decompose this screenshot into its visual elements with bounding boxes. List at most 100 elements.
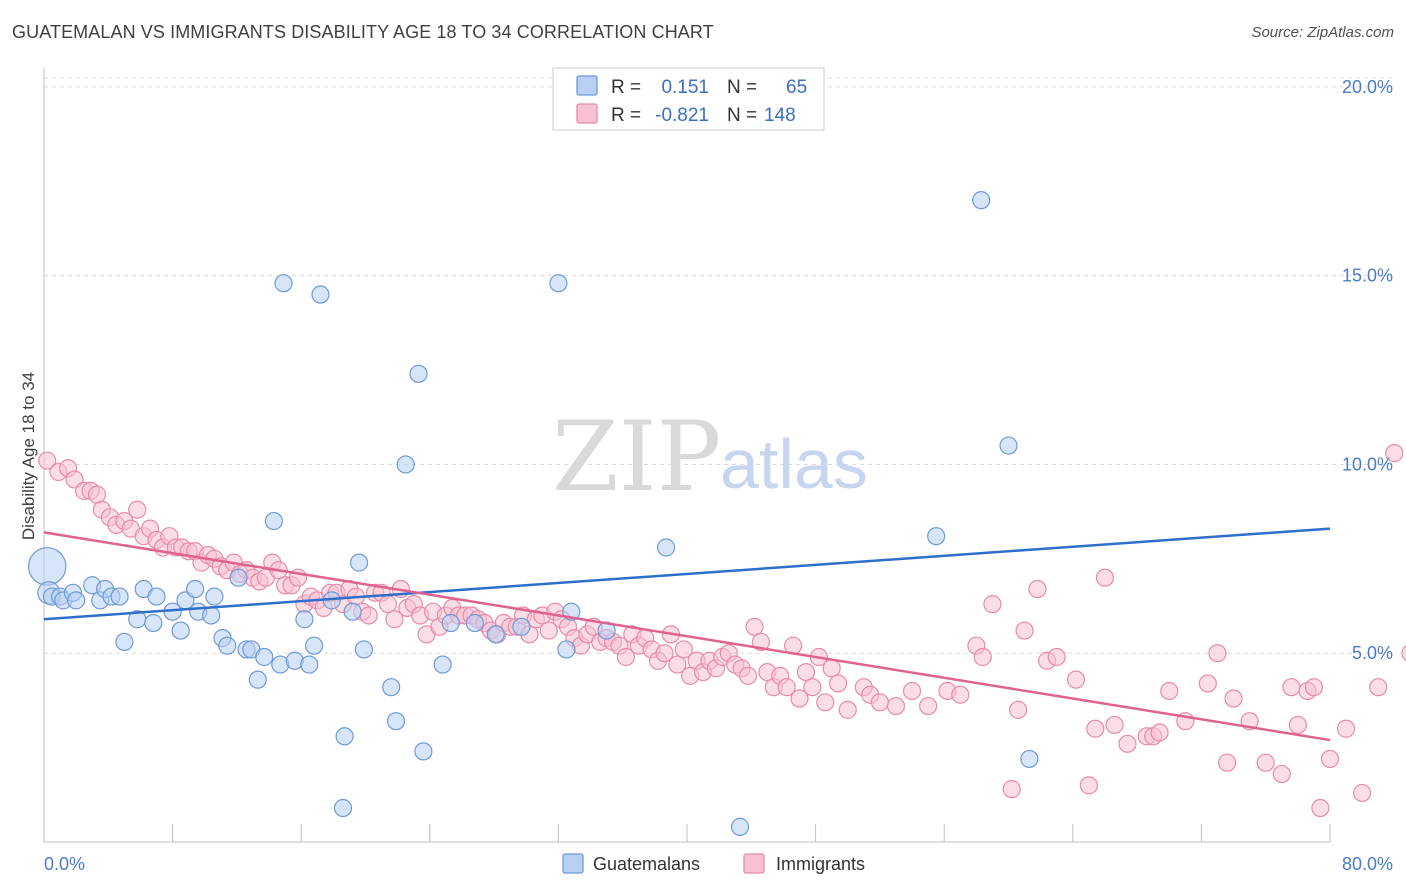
guatemalans-point xyxy=(972,191,991,210)
chart-title: GUATEMALAN VS IMMIGRANTS DISABILITY AGE … xyxy=(12,22,714,42)
immigrants-point xyxy=(790,689,809,708)
watermark-zip: ZIP xyxy=(552,401,721,513)
guatemalans-point xyxy=(67,591,86,610)
immigrants-point xyxy=(829,674,848,693)
immigrants-point xyxy=(1336,719,1356,738)
guatemalans-point xyxy=(186,579,205,599)
guatemalans-point xyxy=(205,587,224,606)
tick-labels: 5.0% 10.0% 15.0% 20.0% 0.0% 80.0% xyxy=(44,77,1393,874)
source-label: Source: ZipAtlas.com xyxy=(1251,24,1394,41)
legend-swatch-guatemalans xyxy=(576,75,598,96)
immigrants-point xyxy=(1401,645,1406,662)
immigrants-point xyxy=(777,678,796,697)
immigrants-point xyxy=(1208,644,1227,663)
legend-r-label: R = xyxy=(611,105,641,126)
bottom-legend-label-guatemalans: Guatemalans xyxy=(593,854,700,874)
legend-box xyxy=(552,67,825,131)
y-tick-label: 10.0% xyxy=(1342,454,1393,474)
y-tick-label: 5.0% xyxy=(1352,643,1393,663)
immigrants-point xyxy=(616,647,636,667)
legend-n-value: 65 xyxy=(786,77,807,98)
bottom-legend-label-immigrants: Immigrants xyxy=(776,854,865,874)
immigrants-point xyxy=(1369,678,1388,697)
legend-n-label: N = xyxy=(727,105,757,126)
immigrants-point xyxy=(1282,678,1301,697)
bottom-legend: Guatemalans Immigrants xyxy=(562,853,865,874)
legend-r-label: R = xyxy=(611,77,641,98)
bottom-legend-swatch-guatemalans xyxy=(562,853,584,874)
guatemalans-point xyxy=(657,538,676,557)
immigrants-point xyxy=(1256,753,1275,772)
guatemalans-point xyxy=(218,636,237,655)
immigrants-point xyxy=(674,640,693,659)
immigrants-point xyxy=(1272,764,1291,784)
guatemalans-point xyxy=(465,613,484,633)
immigrants-point xyxy=(1218,753,1237,772)
guatemalans-point xyxy=(202,606,221,625)
guatemalans-point xyxy=(300,655,319,674)
immigrants-point xyxy=(1224,689,1243,708)
guatemalans-point xyxy=(333,798,353,818)
immigrants-point xyxy=(751,632,771,651)
guatemalans-point xyxy=(274,274,293,293)
legend-swatch-immigrants xyxy=(576,103,598,124)
immigrants-point xyxy=(1320,749,1340,769)
immigrants-point xyxy=(1385,444,1404,463)
guatemalans-point xyxy=(549,274,568,293)
immigrants-point xyxy=(738,666,758,685)
guatemalans-point xyxy=(354,640,373,659)
guatemalans-point xyxy=(433,655,452,674)
immigrants-point xyxy=(973,647,992,667)
immigrants-point xyxy=(1009,700,1028,719)
guatemalans-point xyxy=(335,727,354,746)
immigrants-point xyxy=(655,644,674,663)
immigrants-point xyxy=(816,693,835,712)
guatemalans-point xyxy=(171,621,190,640)
immigrants-point xyxy=(1028,579,1047,599)
y-axis-title: Disability Age 18 to 34 xyxy=(19,372,38,540)
guatemalans-point xyxy=(414,742,433,761)
immigrants-point xyxy=(1288,715,1307,735)
guatemalans-point xyxy=(927,527,946,546)
guatemalans-point xyxy=(999,436,1018,455)
immigrants-point xyxy=(668,655,687,674)
guatemalans-point xyxy=(248,670,267,689)
immigrants-point xyxy=(1015,621,1034,640)
immigrants-point xyxy=(1086,719,1105,738)
immigrants-point xyxy=(838,700,857,719)
y-tick-label: 15.0% xyxy=(1342,266,1393,286)
immigrants-point xyxy=(1066,670,1086,689)
immigrants-point xyxy=(1002,780,1021,799)
guatemalans-point xyxy=(110,587,129,606)
immigrants-point xyxy=(1079,776,1098,795)
trend-lines xyxy=(43,527,1331,742)
x-tick-label: 80.0% xyxy=(1342,854,1393,874)
immigrants-point xyxy=(919,696,938,716)
immigrants-point xyxy=(1198,674,1217,693)
legend-n-label: N = xyxy=(727,77,757,98)
immigrants-point xyxy=(902,681,922,701)
immigrants-point xyxy=(378,595,398,614)
immigrants-trend-line xyxy=(43,531,1331,742)
guatemalans-point xyxy=(27,547,67,586)
guatemalans-point xyxy=(382,678,401,697)
watermark-atlas: atlas xyxy=(720,425,868,503)
immigrants-point xyxy=(385,610,404,629)
immigrants-point xyxy=(1105,715,1124,735)
bottom-legend-swatch-immigrants xyxy=(743,853,765,874)
guatemalans-trend-line xyxy=(43,527,1331,621)
immigrants-point xyxy=(803,678,822,697)
guatemalans-point xyxy=(486,625,505,644)
immigrants-point xyxy=(983,595,1002,614)
immigrants-point xyxy=(870,693,890,712)
immigrants-point xyxy=(1047,647,1066,667)
guatemalans-point xyxy=(1020,749,1039,769)
guatemalans-point xyxy=(557,640,576,659)
immigrants-point xyxy=(796,662,816,682)
immigrants-point xyxy=(886,696,906,716)
guatemalans-point xyxy=(147,587,166,606)
guatemalans-point xyxy=(512,617,531,636)
guatemalans-point xyxy=(255,647,274,667)
immigrants-point xyxy=(1160,681,1179,701)
